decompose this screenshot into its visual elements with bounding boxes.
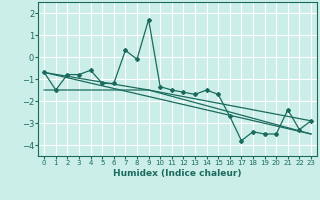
X-axis label: Humidex (Indice chaleur): Humidex (Indice chaleur) [113, 169, 242, 178]
